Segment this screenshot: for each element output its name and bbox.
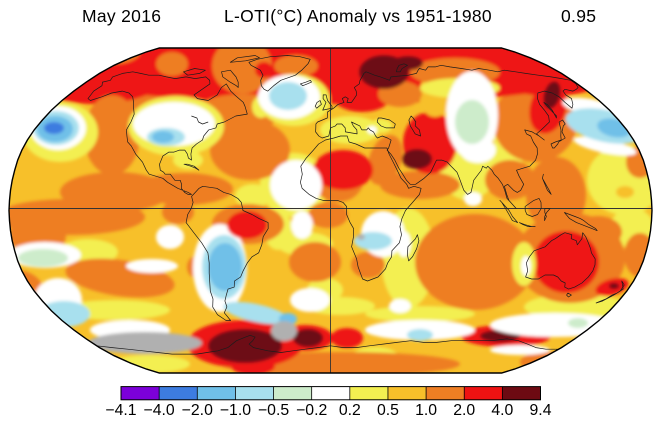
svg-text:1.0: 1.0 [415,402,437,419]
svg-text:0.5: 0.5 [377,402,399,419]
svg-text:0.2: 0.2 [339,402,361,419]
svg-text:May 2016: May 2016 [82,6,161,26]
svg-text:2.0: 2.0 [453,402,475,419]
svg-text:−0.5: −0.5 [258,402,289,419]
svg-text:L-OTI(°C) Anomaly vs 1951-1980: L-OTI(°C) Anomaly vs 1951-1980 [224,6,492,26]
svg-text:−2.0: −2.0 [182,402,213,419]
svg-text:9.4: 9.4 [530,402,552,419]
svg-text:−4.1: −4.1 [105,402,136,419]
svg-text:−1.0: −1.0 [220,402,251,419]
svg-text:0.95: 0.95 [561,6,596,26]
svg-text:−4.0: −4.0 [144,402,175,419]
svg-text:−0.2: −0.2 [296,402,327,419]
svg-text:4.0: 4.0 [491,402,513,419]
